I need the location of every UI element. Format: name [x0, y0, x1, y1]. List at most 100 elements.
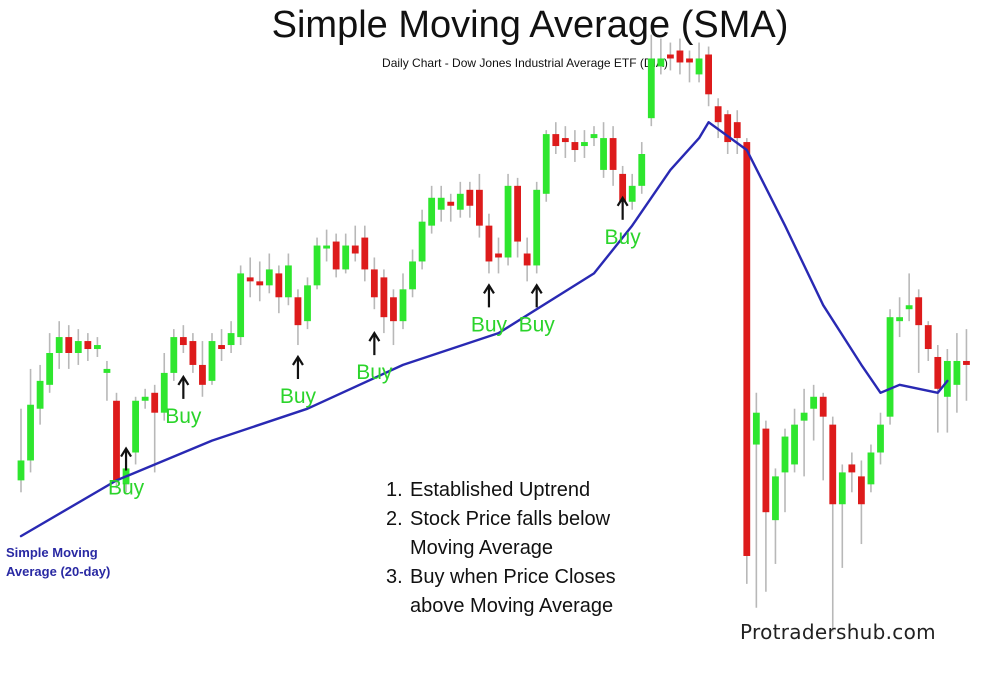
buy-label: Buy: [280, 385, 317, 408]
candle-body-up: [437, 197, 445, 210]
buy-arrow-head: [368, 331, 381, 342]
candle-body-up: [810, 396, 818, 409]
candle-body-down: [361, 237, 369, 270]
candle-body-down: [724, 114, 732, 143]
sma-legend-line-1: Simple Moving: [6, 545, 98, 560]
candle-body-up: [867, 452, 875, 485]
note-text: Stock Price falls below Moving Average: [410, 505, 610, 563]
candle-body-up: [17, 460, 25, 481]
candle-body-down: [829, 424, 837, 505]
candle-body-down: [275, 273, 283, 298]
candle-body-up: [418, 221, 426, 262]
candle-body-down: [218, 345, 225, 350]
candle-body-down: [924, 325, 932, 350]
candle-body-down: [199, 364, 206, 385]
candle-body-up: [94, 345, 101, 350]
sma-line: [19, 120, 949, 538]
candle-body-down: [676, 50, 684, 63]
candle-body-up: [160, 372, 168, 413]
note-text: Buy when Price Closes above Moving Avera…: [410, 563, 616, 621]
chart-title: Simple Moving Average (SMA): [271, 4, 789, 46]
candle-body-down: [380, 277, 388, 318]
buy-label: Buy: [605, 226, 642, 249]
buy-annotation: Buy: [471, 283, 508, 336]
sma-layer: [19, 120, 949, 538]
buy-label: Buy: [165, 405, 202, 428]
candle-body-up: [542, 134, 550, 194]
candle-body-down: [514, 185, 521, 242]
candle-body-down: [189, 341, 197, 365]
buy-label: Buy: [108, 477, 145, 500]
candle-body-down: [179, 337, 187, 346]
candle-body-down: [370, 269, 378, 298]
buy-label: Buy: [471, 313, 508, 336]
candle-body-down: [915, 297, 923, 326]
candle-body-up: [227, 333, 235, 346]
candle-body-down: [113, 400, 120, 481]
note-item: 3. Buy when Price Closes above Moving Av…: [386, 563, 686, 621]
candle-body-down: [609, 138, 617, 170]
sma-legend-label: Simple Moving Average (20-day): [6, 543, 156, 581]
candle-body-up: [265, 269, 273, 286]
candle-body-down: [523, 253, 531, 266]
note-text-line: Buy when Price Closes: [410, 566, 616, 588]
candle-body-up: [132, 400, 139, 453]
candle-body-down: [934, 356, 942, 389]
candle-body-up: [533, 189, 541, 266]
buy-annotation: Buy: [165, 374, 202, 428]
candle-body-up: [943, 360, 951, 397]
candle-body-down: [848, 464, 856, 473]
note-number: 3.: [386, 566, 403, 588]
candle-body-up: [323, 245, 330, 249]
candle-body-down: [743, 142, 751, 556]
note-number: 1.: [386, 479, 403, 501]
strategy-notes: 1. Established Uptrend 2. Stock Price fa…: [386, 476, 686, 621]
candle-body-down: [485, 225, 493, 262]
candle-body-up: [600, 138, 607, 170]
candle-body-down: [332, 241, 340, 270]
candle-body-up: [647, 58, 655, 119]
candle-body-down: [667, 54, 674, 59]
candle-body-up: [800, 412, 808, 421]
candle-body-down: [246, 277, 254, 282]
buy-arrow-head: [483, 283, 495, 294]
candle-body-down: [294, 297, 302, 326]
candle-body-up: [695, 58, 703, 75]
note-text-line: Stock Price falls below: [410, 508, 611, 530]
candle-body-up: [752, 412, 760, 445]
candle-body-down: [705, 54, 712, 95]
note-text-line: above Moving Average: [410, 595, 614, 617]
candle-body-up: [399, 289, 407, 322]
candle-body-up: [428, 197, 436, 226]
candle-body-up: [285, 265, 292, 298]
watermark: Protradershub.com: [740, 620, 936, 644]
candle-body-up: [313, 245, 321, 286]
candle-body-up: [772, 476, 779, 521]
candle-body-up: [581, 142, 588, 147]
candle-body-up: [103, 368, 111, 373]
buy-annotation: Buy: [108, 446, 145, 500]
note-text: Established Uptrend: [410, 476, 590, 505]
buy-label: Buy: [519, 313, 556, 336]
note-item: 1. Established Uptrend: [386, 476, 686, 505]
candle-body-up: [170, 337, 178, 373]
candle-body-down: [65, 337, 73, 353]
candle-body-down: [619, 173, 627, 202]
candle-body-down: [819, 396, 827, 417]
candle-body-up: [896, 317, 903, 322]
candle-body-up: [791, 424, 798, 465]
buy-annotation: Buy: [356, 331, 393, 384]
candle-body-up: [409, 261, 416, 290]
candle-body-down: [762, 428, 770, 513]
candle-body-up: [628, 185, 636, 202]
candle-body-up: [953, 360, 961, 385]
candle-body-up: [838, 472, 846, 505]
candle-body-up: [657, 58, 665, 67]
candle-body-up: [905, 305, 913, 310]
note-number: 2.: [386, 508, 403, 530]
buy-arrow-head: [177, 374, 190, 386]
sma-legend-line-2: Average (20-day): [6, 564, 111, 579]
candle-body-down: [963, 360, 970, 365]
